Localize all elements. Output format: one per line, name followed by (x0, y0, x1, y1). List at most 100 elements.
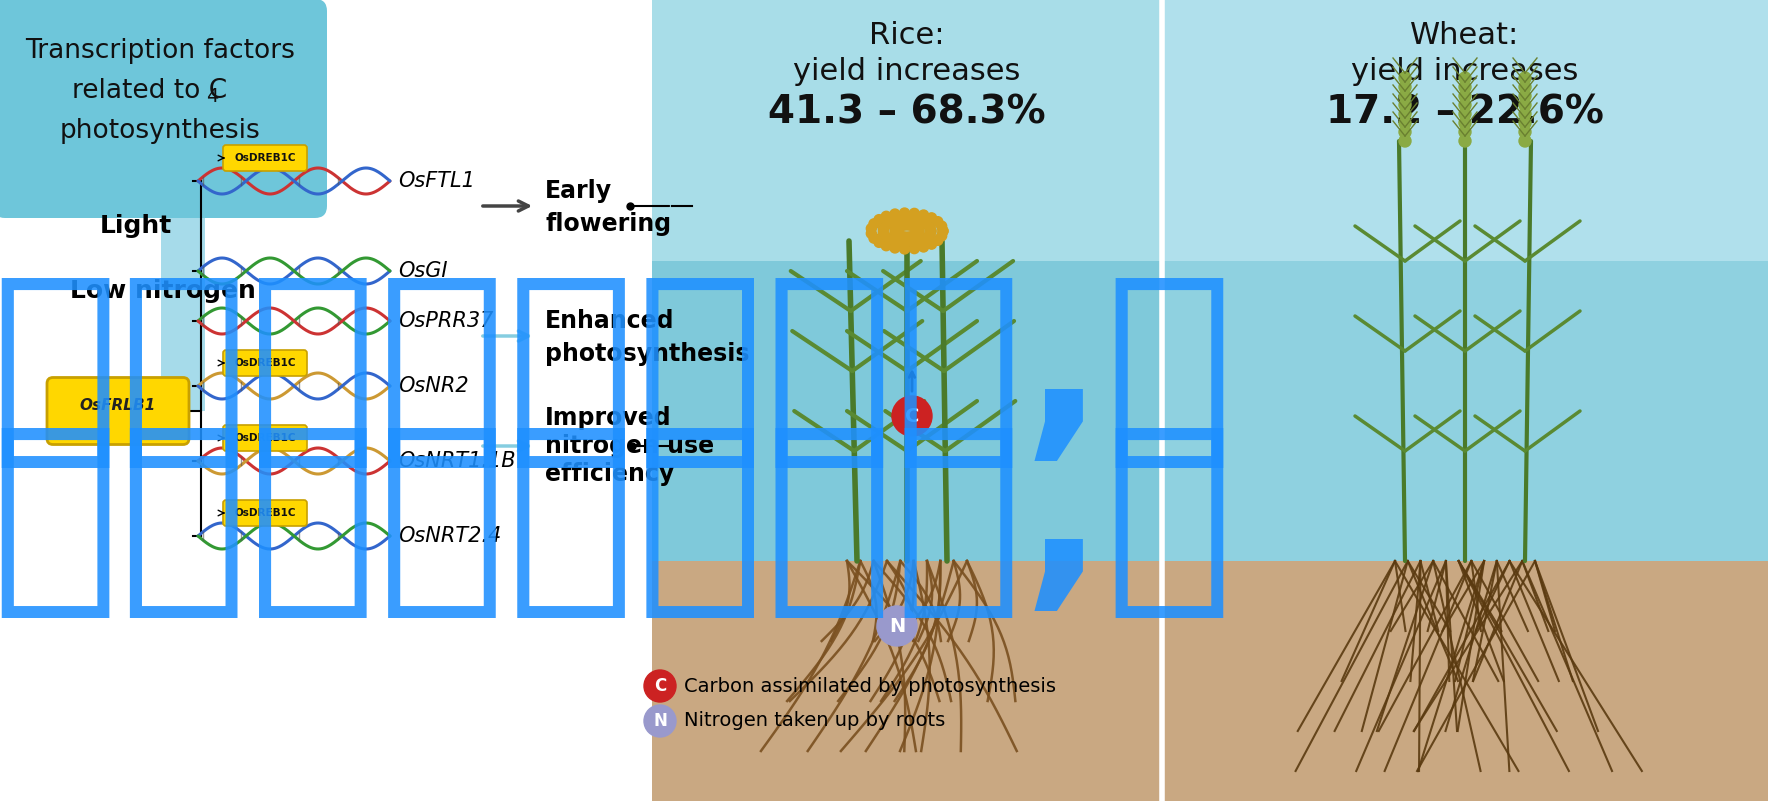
Circle shape (888, 235, 898, 246)
FancyBboxPatch shape (223, 350, 308, 376)
Circle shape (918, 217, 928, 227)
Circle shape (909, 244, 919, 254)
Text: efficiency: efficiency (545, 462, 674, 486)
Circle shape (900, 214, 911, 224)
Text: OsDREB1C: OsDREB1C (233, 153, 295, 163)
Circle shape (895, 215, 903, 225)
Circle shape (873, 215, 884, 224)
Circle shape (919, 242, 928, 252)
Circle shape (1398, 126, 1411, 138)
Circle shape (937, 231, 946, 241)
Text: OsNRT1.1B: OsNRT1.1B (398, 451, 516, 471)
Circle shape (893, 396, 932, 436)
Circle shape (912, 236, 923, 247)
Circle shape (934, 235, 942, 245)
FancyBboxPatch shape (48, 377, 189, 445)
Circle shape (926, 239, 937, 249)
Circle shape (925, 229, 935, 239)
Text: OsFTL1: OsFTL1 (398, 171, 476, 191)
Circle shape (1459, 117, 1471, 129)
Bar (1162, 0, 1768, 561)
FancyBboxPatch shape (223, 425, 308, 451)
Text: 4: 4 (205, 87, 217, 107)
Circle shape (889, 243, 900, 253)
Circle shape (926, 213, 937, 223)
Circle shape (902, 220, 911, 230)
Text: N: N (889, 617, 905, 635)
Circle shape (866, 223, 877, 234)
Text: Low nitrogen: Low nitrogen (71, 279, 256, 303)
Text: yield increases: yield increases (794, 57, 1020, 86)
Text: C: C (654, 677, 667, 695)
Circle shape (1398, 135, 1411, 147)
Text: 17.2 – 22.6%: 17.2 – 22.6% (1326, 94, 1604, 132)
FancyBboxPatch shape (223, 500, 308, 526)
Circle shape (644, 670, 675, 702)
Circle shape (914, 226, 925, 236)
Circle shape (895, 237, 903, 248)
Circle shape (1398, 90, 1411, 102)
Circle shape (898, 220, 909, 231)
Circle shape (1519, 108, 1531, 120)
Circle shape (1459, 135, 1471, 147)
Circle shape (900, 208, 909, 218)
Circle shape (880, 231, 889, 241)
Circle shape (909, 208, 919, 219)
Circle shape (914, 227, 923, 238)
Circle shape (879, 224, 888, 235)
Bar (1162, 561, 1768, 801)
Text: OsPRR37: OsPRR37 (398, 311, 493, 331)
Circle shape (900, 244, 909, 254)
Bar (1162, 0, 1768, 261)
Circle shape (900, 238, 911, 248)
Circle shape (902, 232, 911, 242)
Text: OsDREB1C: OsDREB1C (233, 508, 295, 518)
Circle shape (879, 227, 888, 238)
Circle shape (880, 241, 891, 251)
Text: Transcription factors: Transcription factors (25, 38, 295, 64)
Circle shape (888, 216, 898, 226)
Circle shape (907, 231, 918, 241)
FancyBboxPatch shape (0, 0, 327, 218)
Circle shape (1519, 126, 1531, 138)
Text: 数码电器新闻资讯,数: 数码电器新闻资讯,数 (0, 417, 1234, 626)
Bar (652, 561, 1162, 801)
Circle shape (937, 221, 946, 231)
Circle shape (1519, 81, 1531, 93)
Circle shape (912, 223, 923, 233)
Text: 数码电器新闻资讯,数: 数码电器新闻资讯,数 (0, 267, 1234, 476)
Text: photosynthesis: photosynthesis (60, 118, 260, 144)
Text: N: N (652, 712, 667, 730)
Circle shape (905, 231, 914, 242)
Circle shape (911, 222, 919, 231)
Text: OsGI: OsGI (398, 261, 447, 281)
FancyBboxPatch shape (223, 145, 308, 171)
Circle shape (877, 606, 918, 646)
Circle shape (1398, 99, 1411, 111)
Circle shape (923, 219, 932, 230)
Circle shape (934, 216, 942, 227)
Circle shape (939, 226, 948, 236)
Circle shape (895, 231, 905, 241)
Text: Wheat:: Wheat: (1411, 22, 1520, 50)
Circle shape (1519, 90, 1531, 102)
Text: OsNRT2.4: OsNRT2.4 (398, 526, 502, 546)
Text: nitrogen use: nitrogen use (545, 434, 714, 458)
Circle shape (889, 227, 900, 237)
Text: Nitrogen taken up by roots: Nitrogen taken up by roots (684, 711, 946, 731)
Circle shape (893, 222, 903, 232)
Circle shape (914, 226, 925, 236)
Text: flowering: flowering (545, 212, 672, 236)
Circle shape (918, 235, 928, 245)
Circle shape (925, 223, 935, 233)
Text: related to C: related to C (72, 78, 228, 104)
Text: OsDREB1C: OsDREB1C (233, 358, 295, 368)
Circle shape (1398, 81, 1411, 93)
Circle shape (1459, 81, 1471, 93)
Circle shape (939, 226, 948, 236)
Circle shape (1398, 108, 1411, 120)
Circle shape (911, 231, 919, 240)
Circle shape (1398, 117, 1411, 129)
Circle shape (907, 214, 918, 224)
Circle shape (893, 230, 903, 239)
